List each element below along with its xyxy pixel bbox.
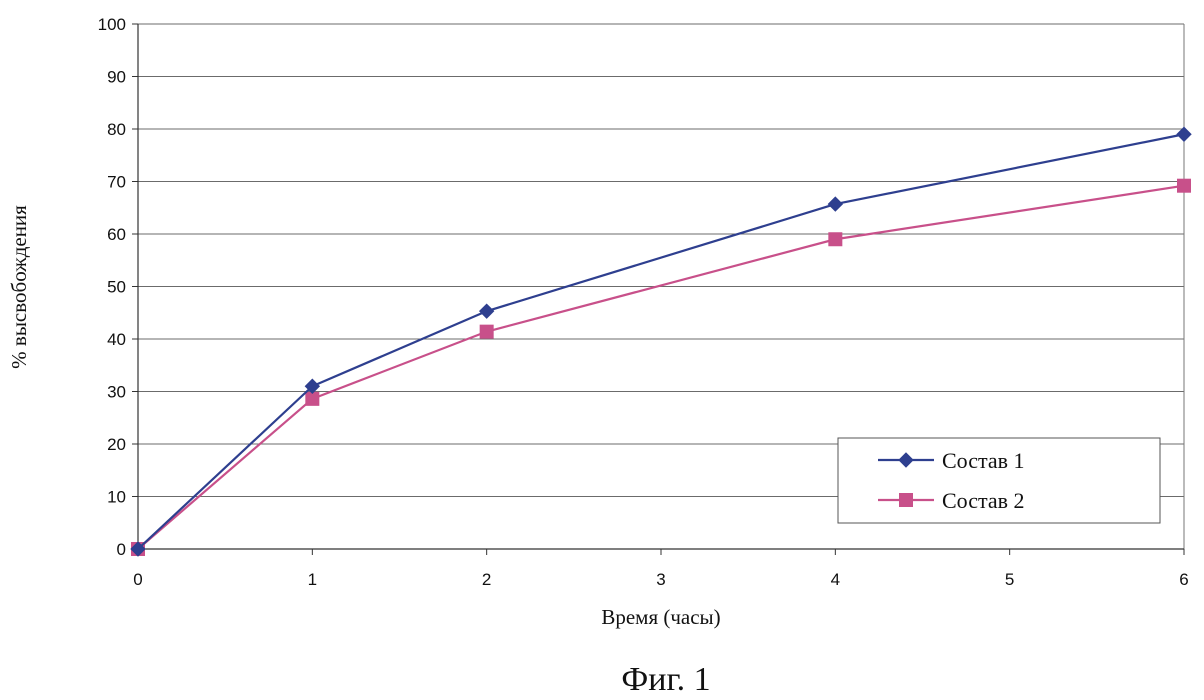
x-tick-label: 6 [1179,570,1188,589]
y-tick-label: 40 [107,330,126,349]
y-tick-label: 100 [98,15,126,34]
x-tick-label: 3 [656,570,665,589]
y-tick-label: 80 [107,120,126,139]
y-tick-label: 20 [107,435,126,454]
y-tick-label: 70 [107,173,126,192]
series-1-point [480,304,494,318]
x-tick-labels: 0 1 2 3 4 5 6 [133,570,1188,589]
x-tick-label: 4 [831,570,840,589]
x-tick-label: 0 [133,570,142,589]
legend: Состав 1 Состав 2 [838,438,1160,523]
legend-label-2: Состав 2 [942,488,1025,513]
x-tick-label: 5 [1005,570,1014,589]
figure-caption: Фиг. 1 [621,661,710,698]
x-axis-title: Время (часы) [601,605,720,629]
legend-marker-2 [900,494,913,507]
y-tick-label: 0 [117,540,126,559]
y-tick-label: 50 [107,278,126,297]
series-2-point [1178,179,1191,192]
legend-label-1: Состав 1 [942,448,1025,473]
y-tick-label: 60 [107,225,126,244]
y-tick-label: 30 [107,383,126,402]
y-tick-labels: 0 10 20 30 40 50 60 70 80 90 100 [98,15,126,559]
series-2-point [480,325,493,338]
series-1-point [828,197,842,211]
series-2-point [306,392,319,405]
series-2-point [829,233,842,246]
y-tick-label: 90 [107,68,126,87]
y-tick-label: 10 [107,488,126,507]
grid-lines [138,24,1184,497]
y-axis-title: % высвобождения [7,205,31,369]
x-tick-label: 1 [308,570,317,589]
x-tick-label: 2 [482,570,491,589]
